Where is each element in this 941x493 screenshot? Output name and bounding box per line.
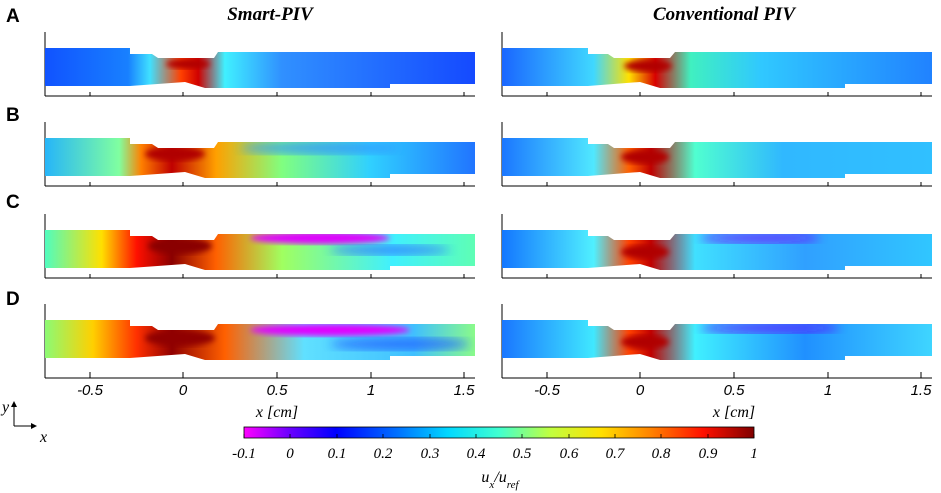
- x-tick-right-2: 0: [636, 382, 645, 399]
- x-tick-right-1: -0.5: [534, 382, 561, 399]
- x-tick-left-5: 1.5: [454, 382, 476, 399]
- colorbar: -0.1 0 0.1 0.2 0.3 0.4 0.5 0.6 0.7 0.8 0…: [232, 426, 758, 491]
- cb-tick-6: 0.4: [467, 446, 486, 462]
- smart-piv-field-c: [44, 214, 475, 279]
- x-axis-label-left: x [cm]: [255, 404, 298, 421]
- x-tick-left-3: 0.5: [267, 382, 289, 399]
- x-axis-left: [89, 372, 465, 378]
- left-column-title: Smart-PIV: [227, 4, 314, 25]
- panel-label-a: A: [6, 6, 20, 27]
- panel-label-d: D: [6, 289, 20, 310]
- smart-piv-field-b: [44, 122, 475, 187]
- x-tick-right-4: 1: [824, 382, 832, 399]
- cb-tick-2: 0: [286, 446, 294, 462]
- x-tick-right-3: 0.5: [724, 382, 746, 399]
- x-tick-left-1: -0.5: [77, 382, 104, 399]
- x-tick-right-5: 1.5: [911, 382, 933, 399]
- coord-x-label: x: [39, 429, 47, 446]
- smart-piv-field-a: [44, 32, 475, 97]
- minor-ticks: [89, 92, 922, 278]
- cb-tick-4: 0.2: [374, 446, 393, 462]
- row-d: [44, 304, 932, 379]
- x-tick-left-4: 1: [367, 382, 375, 399]
- conventional-piv-field-a: [501, 32, 932, 97]
- panel-label-b: B: [6, 105, 20, 126]
- conventional-piv-field-c: [501, 214, 932, 279]
- colorbar-label: ux/uref: [481, 469, 520, 491]
- cb-tick-3: 0.1: [328, 446, 347, 462]
- row-c: [44, 214, 932, 279]
- x-axis-right: [546, 372, 922, 378]
- right-column-title: Conventional PIV: [653, 4, 796, 25]
- cb-tick-9: 0.7: [606, 446, 626, 462]
- coord-y-label: y: [0, 399, 10, 416]
- row-a: [44, 32, 932, 97]
- x-axis-label-right: x [cm]: [712, 404, 755, 421]
- cb-tick-8: 0.6: [560, 446, 579, 462]
- smart-piv-field-d: [44, 304, 475, 379]
- conventional-piv-field-d: [501, 304, 932, 379]
- cb-tick-1: -0.1: [232, 446, 256, 462]
- panel-label-c: C: [6, 192, 20, 213]
- cb-tick-10: 0.8: [652, 446, 671, 462]
- row-b: [44, 122, 932, 187]
- coordinate-indicator: y x: [0, 399, 47, 446]
- cb-tick-11: 0.9: [699, 446, 718, 462]
- cb-tick-5: 0.3: [421, 446, 440, 462]
- cb-tick-12: 1: [750, 446, 758, 462]
- conventional-piv-field-b: [501, 122, 932, 187]
- cb-tick-7: 0.5: [513, 446, 532, 462]
- x-tick-left-2: 0: [179, 382, 188, 399]
